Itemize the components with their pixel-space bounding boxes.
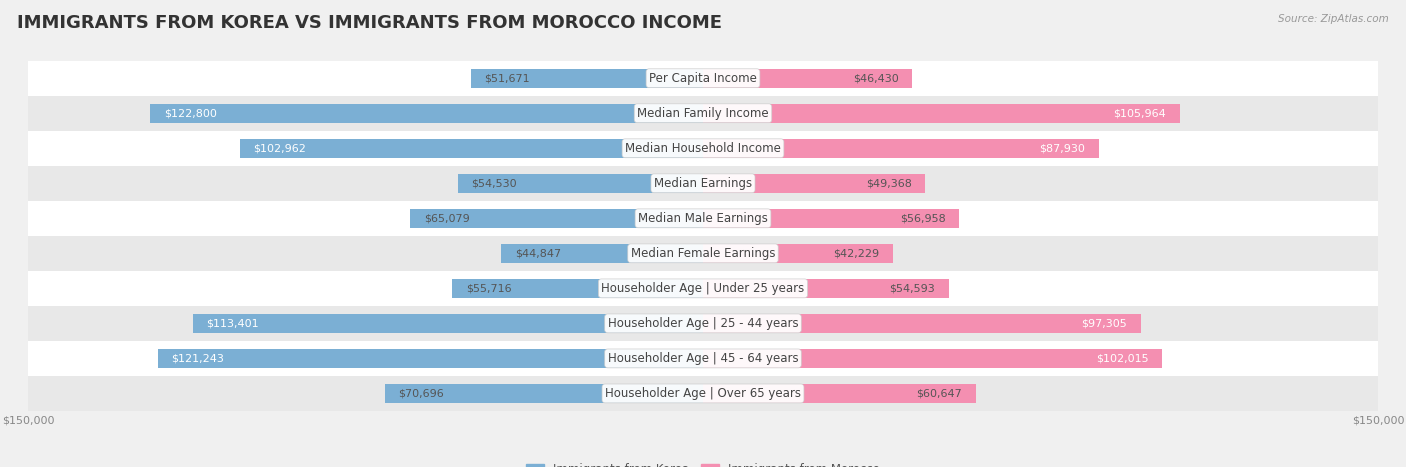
Text: Source: ZipAtlas.com: Source: ZipAtlas.com — [1278, 14, 1389, 24]
Text: $54,593: $54,593 — [890, 283, 935, 293]
Bar — [703, 209, 959, 228]
Text: $105,964: $105,964 — [1114, 108, 1166, 118]
Bar — [703, 174, 925, 193]
Bar — [703, 69, 912, 88]
Text: $44,847: $44,847 — [515, 248, 561, 258]
Bar — [28, 166, 1378, 201]
Text: $70,696: $70,696 — [398, 389, 444, 398]
Bar — [28, 131, 1378, 166]
Text: $97,305: $97,305 — [1081, 318, 1128, 328]
Text: $113,401: $113,401 — [207, 318, 259, 328]
Bar — [28, 271, 1378, 306]
Bar — [458, 174, 703, 193]
Bar — [703, 104, 1180, 123]
Bar — [453, 279, 703, 298]
Bar — [28, 341, 1378, 376]
Text: Median Female Earnings: Median Female Earnings — [631, 247, 775, 260]
Text: Median Male Earnings: Median Male Earnings — [638, 212, 768, 225]
Text: $55,716: $55,716 — [465, 283, 512, 293]
Legend: Immigrants from Korea, Immigrants from Morocco: Immigrants from Korea, Immigrants from M… — [520, 457, 886, 467]
Text: Median Earnings: Median Earnings — [654, 177, 752, 190]
Text: $121,243: $121,243 — [172, 354, 224, 363]
Text: $102,962: $102,962 — [253, 143, 307, 153]
Text: $122,800: $122,800 — [165, 108, 217, 118]
Bar — [501, 244, 703, 263]
Bar — [150, 104, 703, 123]
Text: $42,229: $42,229 — [834, 248, 880, 258]
Bar — [28, 306, 1378, 341]
Text: Householder Age | Under 25 years: Householder Age | Under 25 years — [602, 282, 804, 295]
Text: Median Family Income: Median Family Income — [637, 107, 769, 120]
Text: $65,079: $65,079 — [423, 213, 470, 223]
Bar — [703, 139, 1098, 158]
Bar — [703, 349, 1161, 368]
Text: $54,530: $54,530 — [471, 178, 517, 188]
Text: Householder Age | 45 - 64 years: Householder Age | 45 - 64 years — [607, 352, 799, 365]
Bar — [28, 61, 1378, 96]
Text: $102,015: $102,015 — [1095, 354, 1149, 363]
Bar — [240, 139, 703, 158]
Bar — [471, 69, 703, 88]
Bar — [28, 376, 1378, 411]
Text: $51,671: $51,671 — [484, 73, 530, 83]
Text: IMMIGRANTS FROM KOREA VS IMMIGRANTS FROM MOROCCO INCOME: IMMIGRANTS FROM KOREA VS IMMIGRANTS FROM… — [17, 14, 721, 32]
Bar — [28, 201, 1378, 236]
Text: $49,368: $49,368 — [866, 178, 911, 188]
Text: Per Capita Income: Per Capita Income — [650, 72, 756, 85]
Text: Householder Age | 25 - 44 years: Householder Age | 25 - 44 years — [607, 317, 799, 330]
Bar — [703, 314, 1140, 333]
Text: $60,647: $60,647 — [917, 389, 962, 398]
Bar — [28, 96, 1378, 131]
Bar — [703, 384, 976, 403]
Bar — [157, 349, 703, 368]
Bar — [411, 209, 703, 228]
Bar — [193, 314, 703, 333]
Text: Householder Age | Over 65 years: Householder Age | Over 65 years — [605, 387, 801, 400]
Bar — [28, 236, 1378, 271]
Bar — [703, 244, 893, 263]
Text: $87,930: $87,930 — [1039, 143, 1085, 153]
Text: $56,958: $56,958 — [900, 213, 946, 223]
Bar — [703, 279, 949, 298]
Text: Median Household Income: Median Household Income — [626, 142, 780, 155]
Text: $46,430: $46,430 — [852, 73, 898, 83]
Bar — [385, 384, 703, 403]
